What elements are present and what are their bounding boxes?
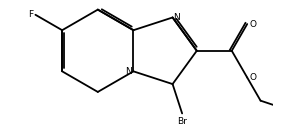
Text: O: O [249,20,256,29]
Text: N: N [173,13,180,22]
Text: O: O [249,73,256,82]
Text: N: N [125,67,131,76]
Text: Br: Br [177,117,187,126]
Text: F: F [28,10,33,19]
